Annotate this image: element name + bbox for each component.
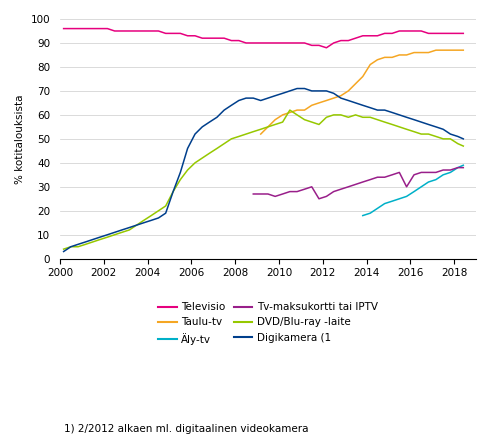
Legend: Televisio, Taulu-tv, Äly-tv, Tv-maksukortti tai IPTV, DVD/Blu-ray -laite, Digika: Televisio, Taulu-tv, Äly-tv, Tv-maksukor… xyxy=(158,302,378,344)
Y-axis label: % kotitalouksista: % kotitalouksista xyxy=(15,94,25,184)
Text: 1) 2/2012 alkaen ml. digitaalinen videokamera: 1) 2/2012 alkaen ml. digitaalinen videok… xyxy=(64,424,308,434)
